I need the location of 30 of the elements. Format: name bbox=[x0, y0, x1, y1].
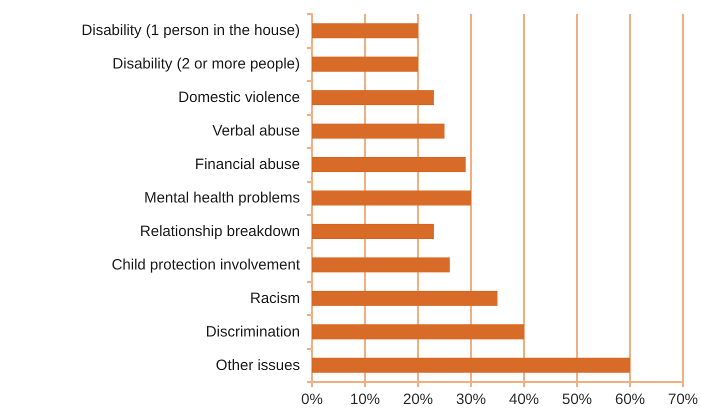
bar bbox=[312, 224, 434, 239]
y-tick-label: Verbal abuse bbox=[212, 122, 300, 140]
bar bbox=[312, 56, 418, 72]
x-tick-label: 60% bbox=[614, 391, 646, 408]
bar bbox=[312, 257, 450, 272]
bar bbox=[312, 290, 498, 306]
bar bbox=[312, 358, 630, 373]
y-tick-label: Discrimination bbox=[206, 323, 300, 340]
bar bbox=[312, 157, 466, 172]
bar bbox=[312, 190, 471, 206]
x-tick-label: 30% bbox=[456, 391, 486, 408]
bar bbox=[312, 324, 524, 340]
x-tick-label: 50% bbox=[562, 391, 592, 408]
y-tick-label: Domestic violence bbox=[178, 89, 300, 106]
y-tick-label: Other issues bbox=[216, 356, 300, 374]
y-tick-label: Disability (2 or more people) bbox=[112, 56, 300, 73]
x-tick-label: 40% bbox=[508, 391, 540, 408]
bar bbox=[312, 23, 418, 38]
y-tick-label: Relationship breakdown bbox=[140, 222, 300, 240]
y-tick-label: Racism bbox=[250, 290, 300, 307]
x-tick-label: 0% bbox=[301, 391, 323, 408]
y-tick-label: Child protection involvement bbox=[112, 256, 301, 274]
bar bbox=[312, 90, 434, 106]
y-tick-label: Mental health problems bbox=[144, 190, 300, 206]
bar bbox=[312, 124, 444, 139]
x-tick-label: 20% bbox=[402, 391, 434, 408]
x-tick-label: 10% bbox=[350, 391, 380, 408]
x-tick-label: 70% bbox=[668, 391, 698, 408]
y-tick-label: Financial abuse bbox=[194, 156, 300, 174]
y-tick-label: Disability (1 person in the house) bbox=[82, 22, 300, 40]
